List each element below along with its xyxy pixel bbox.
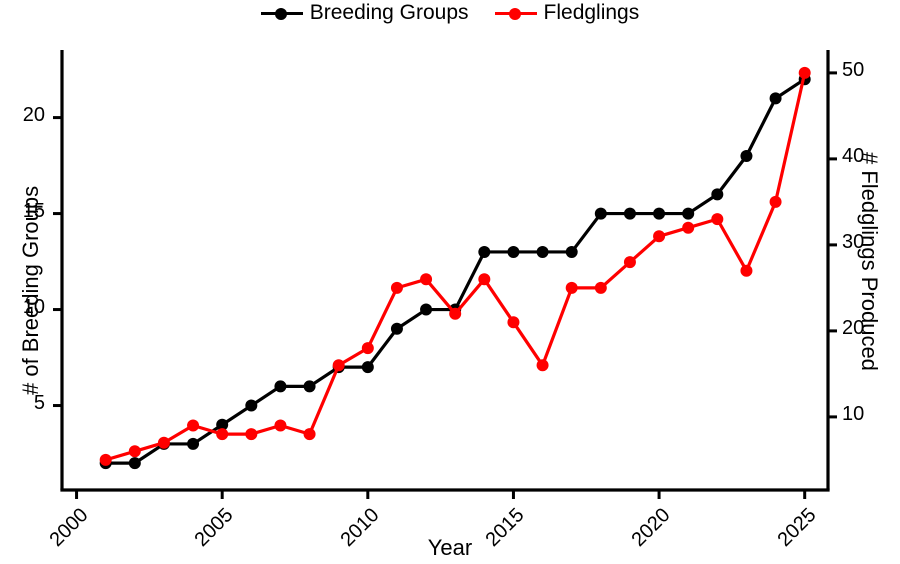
data-point: [303, 380, 316, 393]
data-point: [361, 342, 374, 355]
data-point: [594, 207, 607, 220]
data-point: [361, 361, 374, 374]
data-point: [653, 207, 666, 220]
y-right-tick-label: 30: [842, 230, 865, 253]
data-point: [303, 428, 316, 441]
y-left-tick-label: 15: [22, 199, 45, 222]
series-layer: [99, 66, 811, 470]
data-point: [769, 92, 782, 105]
series-line-breeding-groups: [104, 77, 807, 465]
data-point: [653, 230, 666, 243]
y-right-tick-label: 20: [842, 316, 865, 339]
data-point: [187, 437, 200, 450]
data-point: [245, 428, 258, 441]
data-point: [682, 207, 695, 220]
data-point: [507, 316, 520, 329]
data-point: [449, 307, 462, 320]
data-point: [390, 322, 403, 335]
data-point: [682, 221, 695, 234]
data-point: [536, 245, 549, 258]
data-point: [536, 359, 549, 372]
data-point: [99, 453, 112, 466]
data-point: [478, 273, 491, 286]
data-point: [507, 245, 520, 258]
data-point: [711, 213, 724, 226]
y-left-tick-label: 10: [22, 295, 45, 318]
data-point: [128, 445, 141, 458]
data-point: [187, 419, 200, 432]
x-axis-title: Year: [427, 535, 473, 560]
data-point: [623, 207, 636, 220]
axes-layer: [53, 50, 837, 499]
data-point: [216, 428, 229, 441]
y-left-tick-label: 5: [33, 391, 45, 414]
data-point: [332, 359, 345, 372]
y-left-tick-label: 20: [22, 103, 45, 126]
data-point: [798, 66, 811, 79]
data-point: [274, 419, 287, 432]
data-point: [245, 399, 258, 412]
data-point: [565, 281, 578, 294]
y-right-tick-label: 10: [842, 402, 865, 425]
data-point: [711, 188, 724, 201]
data-point: [420, 303, 433, 316]
data-point: [740, 264, 753, 277]
data-point: [478, 245, 491, 258]
series-line-fledglings: [104, 71, 807, 462]
data-point: [216, 418, 229, 431]
data-point: [157, 436, 170, 449]
data-point: [128, 457, 141, 470]
y-right-tick-label: 50: [842, 58, 865, 81]
data-point: [420, 273, 433, 286]
data-point: [769, 195, 782, 208]
data-point: [594, 281, 607, 294]
data-point: [740, 149, 753, 162]
y-right-tick-label: 40: [842, 144, 865, 167]
data-point: [623, 256, 636, 269]
data-point: [565, 245, 578, 258]
data-point: [390, 281, 403, 294]
data-point: [274, 380, 287, 393]
